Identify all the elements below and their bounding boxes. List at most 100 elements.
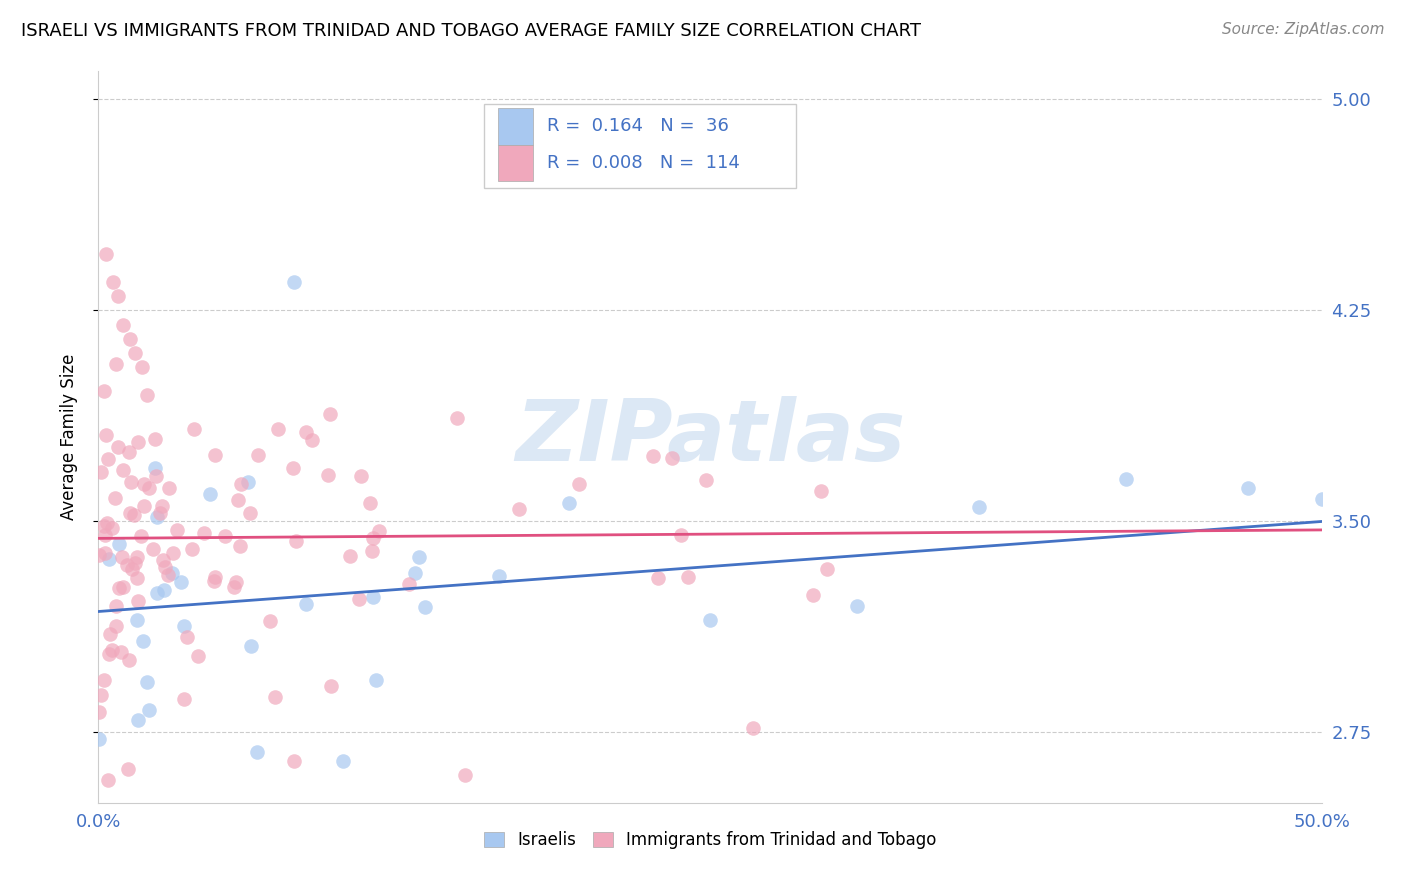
Point xyxy=(97,773,120,788)
Point xyxy=(967,500,990,515)
Point xyxy=(166,523,188,537)
Point xyxy=(101,276,124,290)
Point xyxy=(283,276,305,290)
Point xyxy=(173,692,195,706)
Point xyxy=(193,525,215,540)
Point xyxy=(1237,481,1260,495)
Point xyxy=(87,732,110,747)
Point xyxy=(173,618,195,632)
Point xyxy=(183,422,205,436)
Point xyxy=(98,551,121,566)
Point xyxy=(96,516,118,531)
Point xyxy=(107,289,129,303)
Point xyxy=(136,388,159,402)
Point xyxy=(226,493,249,508)
Point xyxy=(361,590,384,604)
Point xyxy=(93,519,115,533)
Point xyxy=(87,705,110,719)
Point xyxy=(239,506,262,520)
Point xyxy=(157,568,180,582)
Point xyxy=(94,247,117,261)
Point xyxy=(124,345,146,359)
Point xyxy=(198,487,221,501)
Point xyxy=(202,574,225,589)
Point xyxy=(142,541,165,556)
Text: Source: ZipAtlas.com: Source: ZipAtlas.com xyxy=(1222,22,1385,37)
Point xyxy=(695,473,717,487)
Point xyxy=(815,562,838,576)
Point xyxy=(170,574,193,589)
Point xyxy=(104,619,127,633)
Point xyxy=(1310,491,1333,506)
Point xyxy=(295,425,318,439)
Point xyxy=(105,357,128,371)
Point xyxy=(146,585,169,599)
Point xyxy=(239,639,262,653)
Point xyxy=(229,540,252,554)
Point xyxy=(661,451,683,466)
Point xyxy=(134,499,156,513)
Point xyxy=(332,754,354,768)
Point xyxy=(131,359,153,374)
Y-axis label: Average Family Size: Average Family Size xyxy=(59,354,77,520)
Point xyxy=(349,592,371,607)
Point xyxy=(146,509,169,524)
Point xyxy=(281,461,304,475)
Point xyxy=(107,440,129,454)
Point xyxy=(246,448,269,462)
Point xyxy=(318,407,340,421)
Point xyxy=(94,528,117,542)
Point xyxy=(508,502,530,516)
Point xyxy=(90,688,112,702)
Point xyxy=(176,630,198,644)
Point xyxy=(359,496,381,510)
Point xyxy=(108,536,131,550)
Point xyxy=(350,469,373,483)
Point xyxy=(98,647,121,661)
Point xyxy=(87,548,110,562)
Point xyxy=(132,477,155,491)
Point xyxy=(157,481,180,495)
Point xyxy=(699,613,721,627)
Point xyxy=(98,627,121,641)
Point xyxy=(446,411,468,425)
Point xyxy=(246,745,269,759)
Point xyxy=(204,449,226,463)
Bar xyxy=(498,108,533,145)
Point xyxy=(93,546,115,560)
Point xyxy=(149,506,172,520)
Point xyxy=(558,496,581,510)
Point xyxy=(127,713,149,727)
Point xyxy=(101,521,124,535)
Point xyxy=(676,570,699,584)
Text: ISRAELI VS IMMIGRANTS FROM TRINIDAD AND TOBAGO AVERAGE FAMILY SIZE CORRELATION C: ISRAELI VS IMMIGRANTS FROM TRINIDAD AND … xyxy=(21,22,921,40)
Point xyxy=(153,582,176,597)
Point xyxy=(229,477,252,491)
Text: ZIPatlas: ZIPatlas xyxy=(515,395,905,479)
Point xyxy=(127,435,149,450)
Point xyxy=(145,469,167,483)
Point xyxy=(93,673,115,688)
FancyBboxPatch shape xyxy=(484,104,796,188)
Point xyxy=(339,549,361,563)
Point xyxy=(152,499,174,513)
Point xyxy=(136,675,159,690)
Point xyxy=(127,572,149,586)
Point xyxy=(90,465,112,479)
Point xyxy=(285,534,308,549)
Legend: Israelis, Immigrants from Trinidad and Tobago: Israelis, Immigrants from Trinidad and T… xyxy=(484,831,936,849)
Point xyxy=(129,529,152,543)
Point xyxy=(259,614,281,628)
Point xyxy=(162,546,184,560)
Point xyxy=(361,531,384,545)
Point xyxy=(225,574,247,589)
Point xyxy=(153,560,176,574)
Point xyxy=(404,566,426,580)
Point xyxy=(741,722,763,736)
Point xyxy=(120,475,142,489)
Point xyxy=(94,428,117,442)
Point xyxy=(120,332,142,346)
Point xyxy=(643,449,665,463)
Point xyxy=(118,445,141,459)
Point xyxy=(93,384,115,399)
